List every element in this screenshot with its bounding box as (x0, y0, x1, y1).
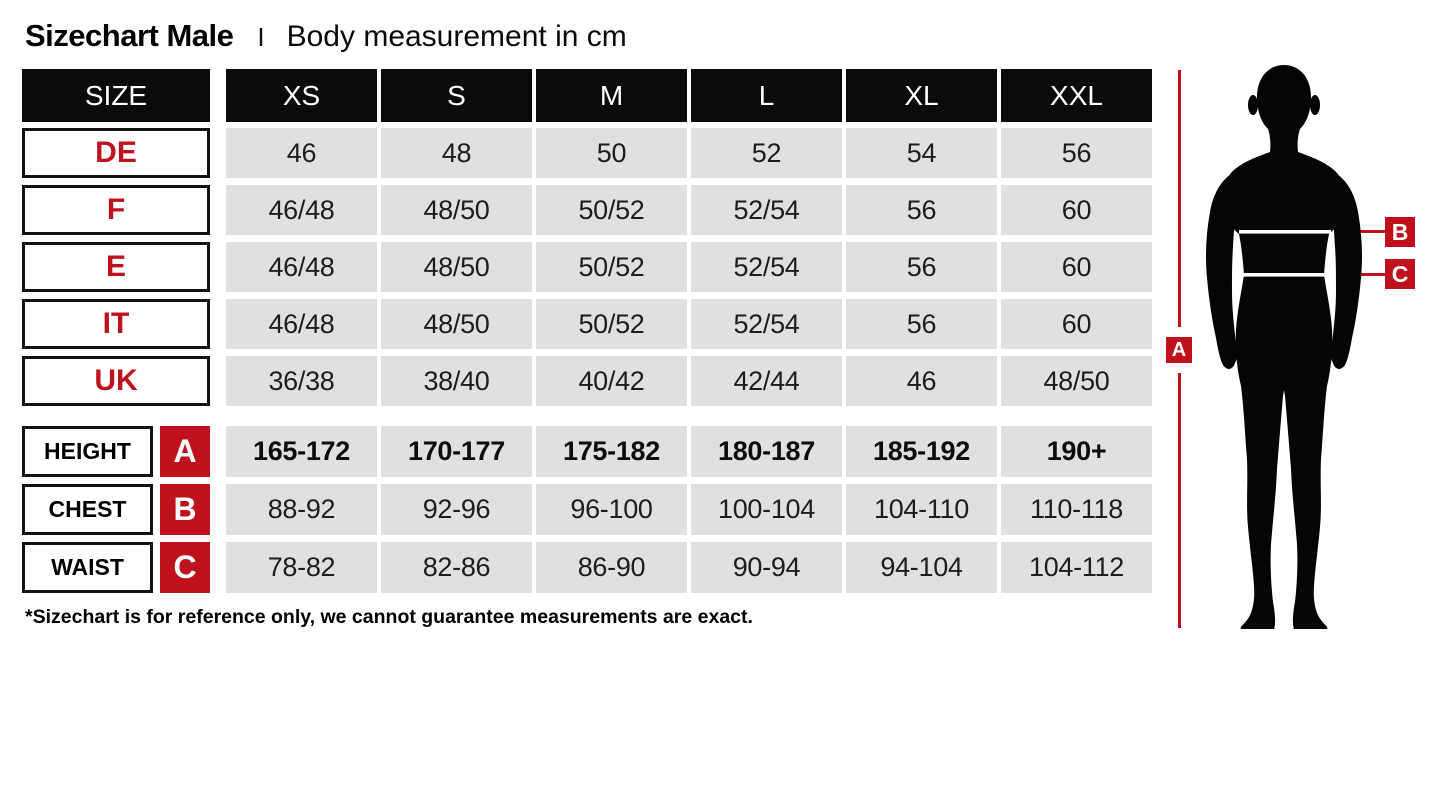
column-header-m: M (536, 69, 687, 122)
waist-connector-line (1360, 273, 1386, 276)
table-row-it: IT 46/48 48/50 50/52 52/54 56 60 (22, 299, 1152, 349)
size-cell: 42/44 (691, 356, 842, 406)
male-body-silhouette (1206, 65, 1362, 629)
size-cell: 46 (846, 356, 997, 406)
measurement-cell: 104-110 (846, 484, 997, 535)
size-cell: 52 (691, 128, 842, 178)
size-cell: 56 (1001, 128, 1152, 178)
footnote: *Sizechart is for reference only, we can… (25, 606, 753, 628)
row-label-e: E (22, 242, 210, 292)
height-measure-line-bottom (1178, 373, 1181, 628)
table-row-waist: WAIST C 78-82 82-86 86-90 90-94 94-104 1… (22, 542, 1152, 593)
measurement-cell: 78-82 (226, 542, 377, 593)
size-cell: 48 (381, 128, 532, 178)
table-row-chest: CHEST B 88-92 92-96 96-100 100-104 104-1… (22, 484, 1152, 535)
column-header-xl: XL (846, 69, 997, 122)
size-cell: 60 (1001, 242, 1152, 292)
column-header-xs: XS (226, 69, 377, 122)
height-measure-line-top (1178, 70, 1181, 327)
measurement-cell: 96-100 (536, 484, 687, 535)
page-title-bar: Sizechart Male I Body measurement in cm (25, 18, 627, 54)
page-title: Sizechart Male (25, 18, 234, 53)
letter-badge-c: C (160, 542, 210, 593)
size-cell: 56 (846, 242, 997, 292)
size-cell: 48/50 (381, 299, 532, 349)
row-label-waist: WAIST (22, 542, 153, 593)
row-label-f: F (22, 185, 210, 235)
measurement-cell: 100-104 (691, 484, 842, 535)
chest-connector-line (1360, 230, 1386, 233)
size-cell: 46/48 (226, 299, 377, 349)
size-cell: 60 (1001, 185, 1152, 235)
row-label-chest: CHEST (22, 484, 153, 535)
size-cell: 46/48 (226, 242, 377, 292)
row-label-height: HEIGHT (22, 426, 153, 477)
measurement-cell: 92-96 (381, 484, 532, 535)
measurement-cell: 90-94 (691, 542, 842, 593)
left-arm (1206, 174, 1239, 369)
header-row: SIZE XS S M L XL XXL (22, 69, 1152, 122)
measurement-cell: 110-118 (1001, 484, 1152, 535)
size-cell: 48/50 (381, 242, 532, 292)
measurement-cell: 175-182 (536, 426, 687, 477)
measurement-cell: 185-192 (846, 426, 997, 477)
measurement-cell: 190+ (1001, 426, 1152, 477)
left-ear (1248, 95, 1258, 115)
right-ear (1310, 95, 1320, 115)
letter-badge-b: B (160, 484, 210, 535)
column-header-l: L (691, 69, 842, 122)
measurement-cell: 86-90 (536, 542, 687, 593)
size-cell: 50 (536, 128, 687, 178)
page-subtitle: Body measurement in cm (286, 20, 627, 53)
figure-chest-badge: B (1385, 217, 1415, 247)
size-cell: 36/38 (226, 356, 377, 406)
size-cell: 38/40 (381, 356, 532, 406)
waist-line-marker (1243, 273, 1325, 277)
size-cell: 46 (226, 128, 377, 178)
column-header-s: S (381, 69, 532, 122)
letter-badge-a: A (160, 426, 210, 477)
row-label-de: DE (22, 128, 210, 178)
size-cell: 50/52 (536, 299, 687, 349)
measurement-cell: 82-86 (381, 542, 532, 593)
size-cell: 52/54 (691, 299, 842, 349)
table-row-height: HEIGHT A 165-172 170-177 175-182 180-187… (22, 426, 1152, 477)
size-cell: 50/52 (536, 185, 687, 235)
measurement-cell: 88-92 (226, 484, 377, 535)
size-cell: 56 (846, 185, 997, 235)
size-cell: 46/48 (226, 185, 377, 235)
size-cell: 56 (846, 299, 997, 349)
table-row-e: E 46/48 48/50 50/52 52/54 56 60 (22, 242, 1152, 292)
body-outline (1224, 65, 1344, 629)
size-cell: 52/54 (691, 242, 842, 292)
size-cell: 52/54 (691, 185, 842, 235)
row-label-uk: UK (22, 356, 210, 406)
size-cell: 50/52 (536, 242, 687, 292)
size-cell: 48/50 (1001, 356, 1152, 406)
table-row-uk: UK 36/38 38/40 40/42 42/44 46 48/50 (22, 356, 1152, 406)
measurement-cell: 94-104 (846, 542, 997, 593)
title-separator: I (257, 22, 265, 52)
figure-height-badge: A (1166, 337, 1192, 363)
size-cell: 54 (846, 128, 997, 178)
measurement-cell: 104-112 (1001, 542, 1152, 593)
right-arm (1329, 174, 1362, 369)
measurement-cell: 165-172 (226, 426, 377, 477)
chest-line-marker (1239, 230, 1331, 234)
row-label-it: IT (22, 299, 210, 349)
measurement-cell: 170-177 (381, 426, 532, 477)
size-cell: 48/50 (381, 185, 532, 235)
table-row-de: DE 46 48 50 52 54 56 (22, 128, 1152, 178)
column-header-xxl: XXL (1001, 69, 1152, 122)
column-header-size: SIZE (22, 69, 210, 122)
measurement-cell: 180-187 (691, 426, 842, 477)
table-row-f: F 46/48 48/50 50/52 52/54 56 60 (22, 185, 1152, 235)
figure-waist-badge: C (1385, 259, 1415, 289)
size-cell: 40/42 (536, 356, 687, 406)
size-chart-table: SIZE XS S M L XL XXL DE 46 48 50 52 54 5… (22, 69, 1152, 600)
size-cell: 60 (1001, 299, 1152, 349)
